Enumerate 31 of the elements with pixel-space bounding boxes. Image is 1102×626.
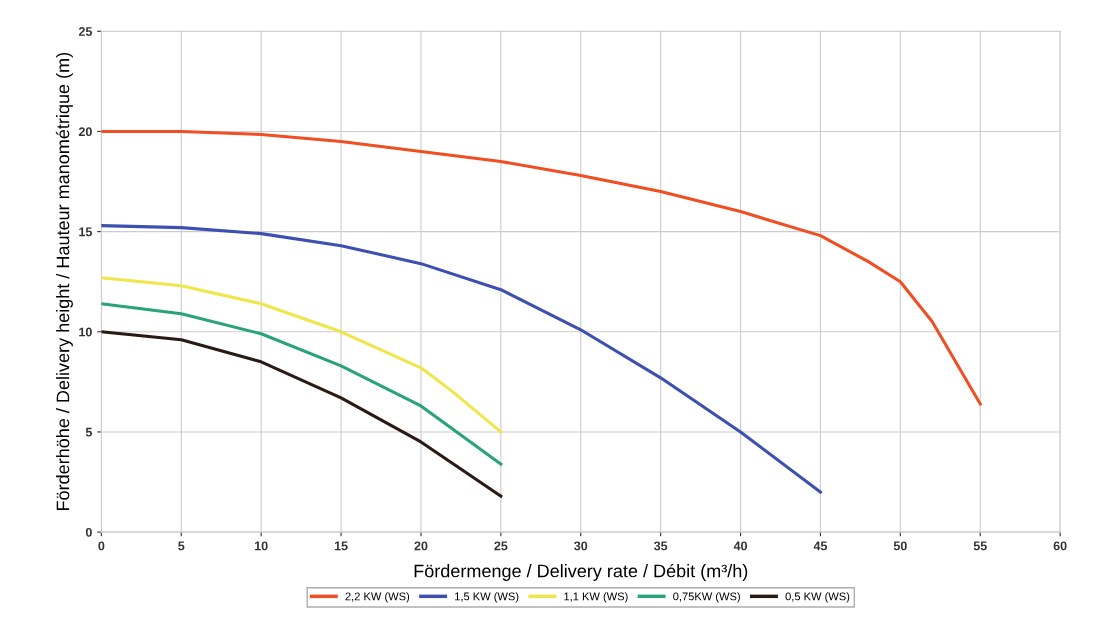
x-tick-label: 55 bbox=[973, 541, 987, 551]
line-series bbox=[101, 276, 503, 434]
legend-label: 2,2 KW (WS) bbox=[345, 592, 410, 603]
y-tick-label: 20 bbox=[78, 127, 92, 137]
y-tick-label: 10 bbox=[79, 327, 92, 337]
x-tick-label: 35 bbox=[653, 541, 668, 551]
line-series bbox=[101, 302, 503, 466]
line-series bbox=[101, 129, 982, 406]
legend-label: 0,5 KW (WS) bbox=[785, 592, 850, 603]
legend-label: 0,75KW (WS) bbox=[673, 592, 740, 603]
y-tick-label: 15 bbox=[79, 227, 93, 237]
line-series bbox=[101, 224, 822, 494]
x-tick-label: 15 bbox=[334, 541, 348, 551]
legend-label: 1,1 KW (WS) bbox=[564, 592, 628, 603]
x-tick-label: 45 bbox=[813, 541, 828, 551]
x-tick-label: 0 bbox=[98, 541, 105, 551]
x-tick-label: 20 bbox=[414, 541, 428, 551]
x-tick-label: 50 bbox=[893, 541, 907, 551]
x-tick-label: 25 bbox=[494, 541, 508, 551]
x-axis-title: Fördermenge / Delivery rate / Débit (m³/h) bbox=[414, 563, 748, 581]
x-tick-label: 40 bbox=[733, 541, 747, 551]
x-tick-label: 60 bbox=[1053, 541, 1067, 551]
x-tick-label: 5 bbox=[178, 541, 185, 551]
y-tick-label: 5 bbox=[85, 427, 93, 437]
legend-label: 1,5 KW (WS) bbox=[455, 592, 519, 603]
y-tick-label: 25 bbox=[78, 27, 93, 36]
x-tick-label: 10 bbox=[255, 541, 268, 551]
y-tick-label: 0 bbox=[85, 527, 92, 537]
y-axis-title: Förderhöhe / Delivery height / Hauteur manométrique (m) bbox=[55, 53, 73, 511]
line-series bbox=[101, 330, 503, 498]
x-tick-label: 30 bbox=[574, 541, 588, 551]
